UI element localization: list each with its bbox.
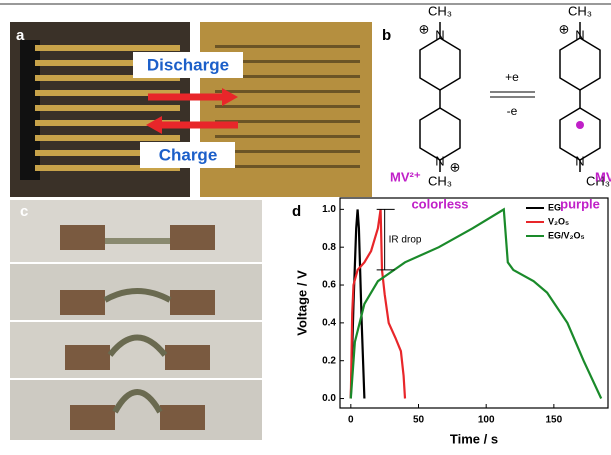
photo-electrode-right (200, 22, 372, 197)
atom: CH₃ (568, 3, 592, 18)
charge: ⊕ (419, 21, 430, 36)
charge: ⊕ (450, 159, 461, 174)
structure-left (420, 22, 460, 172)
color-name: colorless (411, 196, 468, 211)
structure-right (560, 22, 600, 172)
panel-label: c (20, 203, 28, 220)
molecule-name: MV²⁺ (390, 169, 421, 184)
discharge-label: Discharge (147, 55, 229, 74)
legend-label: V₂O₅ (548, 216, 569, 226)
molecule-name: MV⁺ (595, 169, 611, 184)
x-axis-label: Time / s (450, 431, 498, 446)
figure: a Discharge Charge b CH₃ N ⊕ N ⊕ CH₃ MV²… (0, 0, 611, 450)
y-tick-label: 0.2 (322, 355, 336, 366)
color-name: purple (560, 196, 600, 211)
atom: N (575, 27, 584, 42)
y-tick-label: 0.6 (322, 280, 336, 291)
x-tick-label: 100 (478, 415, 495, 426)
x-tick-label: 50 (413, 415, 425, 426)
page: {"panels": { "a": {"label": "a", "discha… (0, 0, 611, 450)
atom: CH₃ (428, 3, 452, 18)
charge: ⊕ (559, 21, 570, 36)
x-tick-label: 150 (546, 415, 563, 426)
atom: CH₃ (428, 173, 452, 188)
panel-label: b (382, 27, 391, 44)
y-tick-label: 0.4 (322, 318, 336, 329)
panel-label: d (292, 203, 301, 220)
legend-label: EG (548, 202, 561, 212)
reduction: +e (505, 70, 519, 84)
oxidation: -e (507, 104, 518, 118)
atom: N (435, 27, 444, 42)
panel-label: a (16, 27, 25, 44)
chart: d Time / s Voltage / V 0 50 100 150 0.0 0.2 0.4 0.… (292, 198, 608, 446)
y-tick-label: 0.8 (322, 242, 336, 253)
charge-label: Charge (159, 145, 218, 164)
x-tick-label: 0 (348, 415, 354, 426)
atom: N (435, 153, 444, 168)
y-tick-label: 0.0 (322, 393, 336, 404)
legend-label: EG/V₂O₅ (548, 230, 585, 240)
annotation: IR drop (389, 234, 422, 245)
atom: N (575, 153, 584, 168)
photo-bending (10, 200, 262, 440)
y-tick-label: 1.0 (322, 204, 336, 215)
y-axis-label: Voltage / V (294, 270, 309, 336)
radical (576, 121, 584, 129)
